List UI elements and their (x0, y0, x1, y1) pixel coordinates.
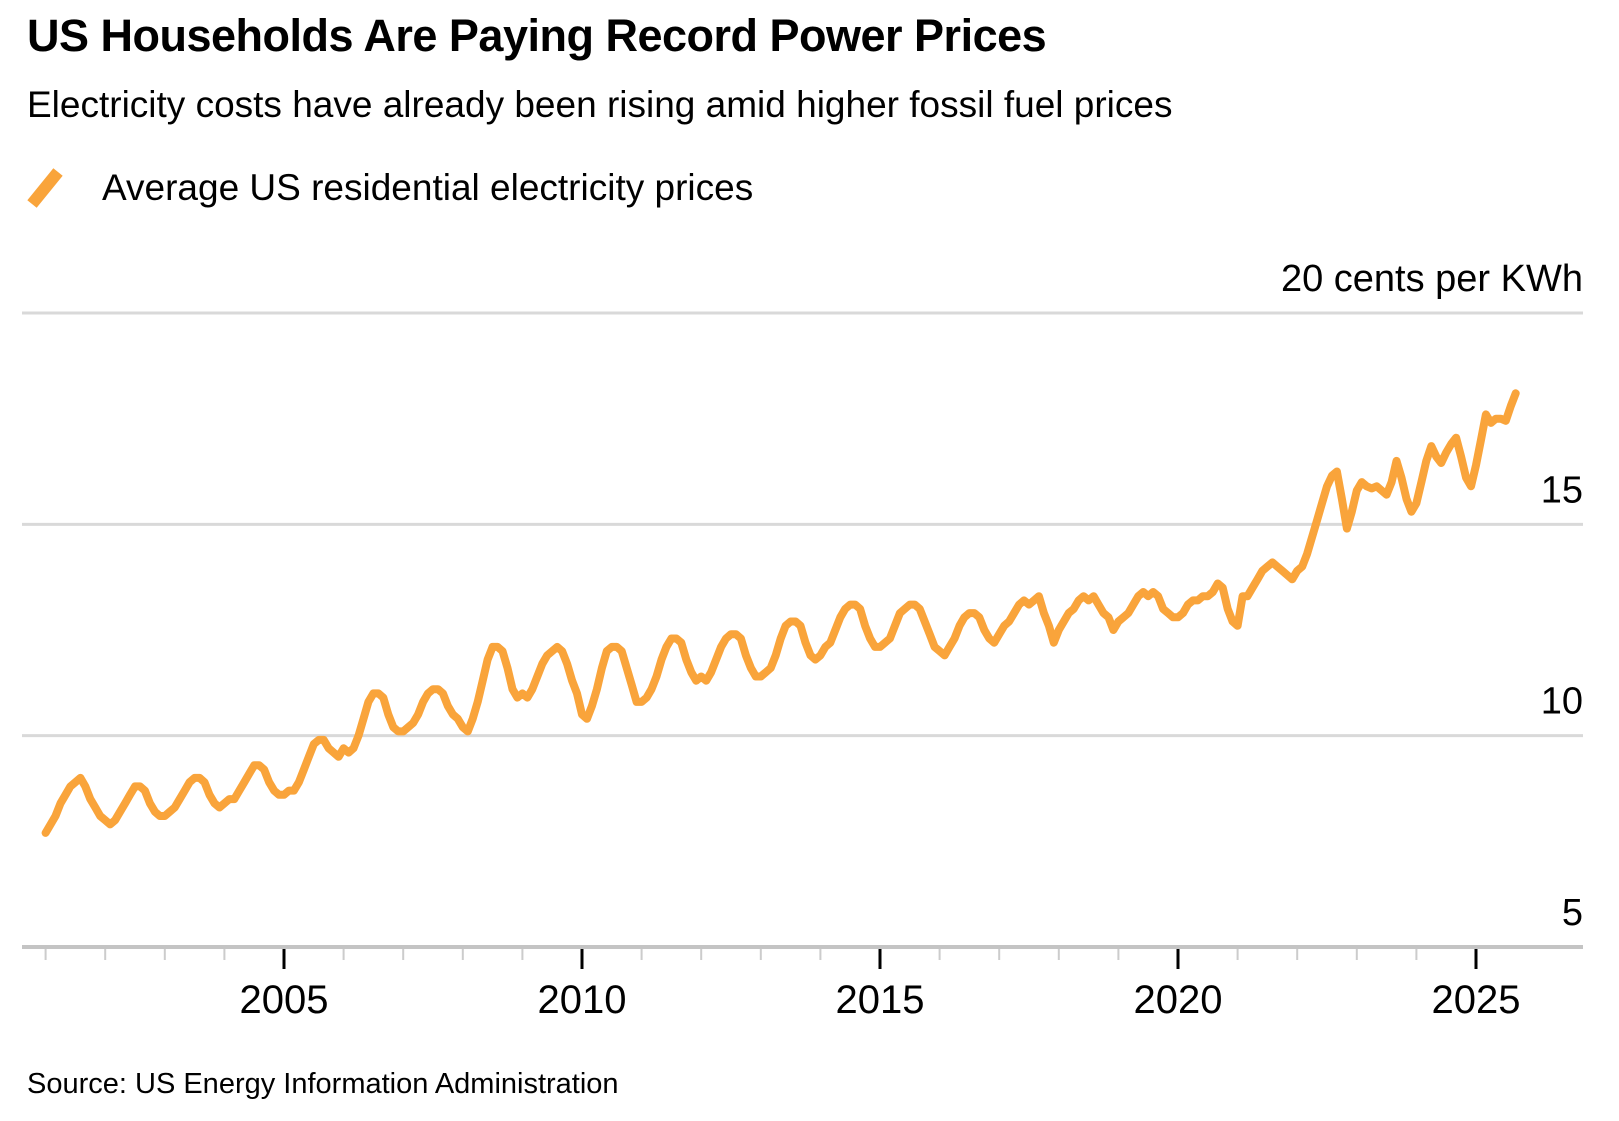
x-axis-label-2010: 2010 (538, 978, 627, 1022)
y-axis-label-20: 20 cents per KWh (1281, 258, 1583, 300)
y-axis-label-10: 10 (1541, 681, 1583, 723)
legend-line-icon (27, 168, 63, 208)
legend: Average US residential electricity price… (22, 163, 753, 213)
price-line-series (41, 389, 1520, 837)
chart-subtitle: Electricity costs have already been risi… (27, 84, 1173, 125)
x-axis-label-2025: 2025 (1432, 978, 1521, 1022)
x-axis-label-2005: 2005 (240, 978, 329, 1022)
chart-title: US Households Are Paying Record Power Pr… (27, 10, 1047, 61)
source-note: Source: US Energy Information Administra… (27, 1068, 619, 1100)
legend-label: Average US residential electricity price… (102, 167, 754, 208)
x-axis-label-2020: 2020 (1134, 978, 1223, 1022)
y-axis-label-15: 15 (1541, 469, 1583, 511)
x-axis-label-2015: 2015 (836, 978, 925, 1022)
y-axis-label-5: 5 (1562, 892, 1583, 934)
